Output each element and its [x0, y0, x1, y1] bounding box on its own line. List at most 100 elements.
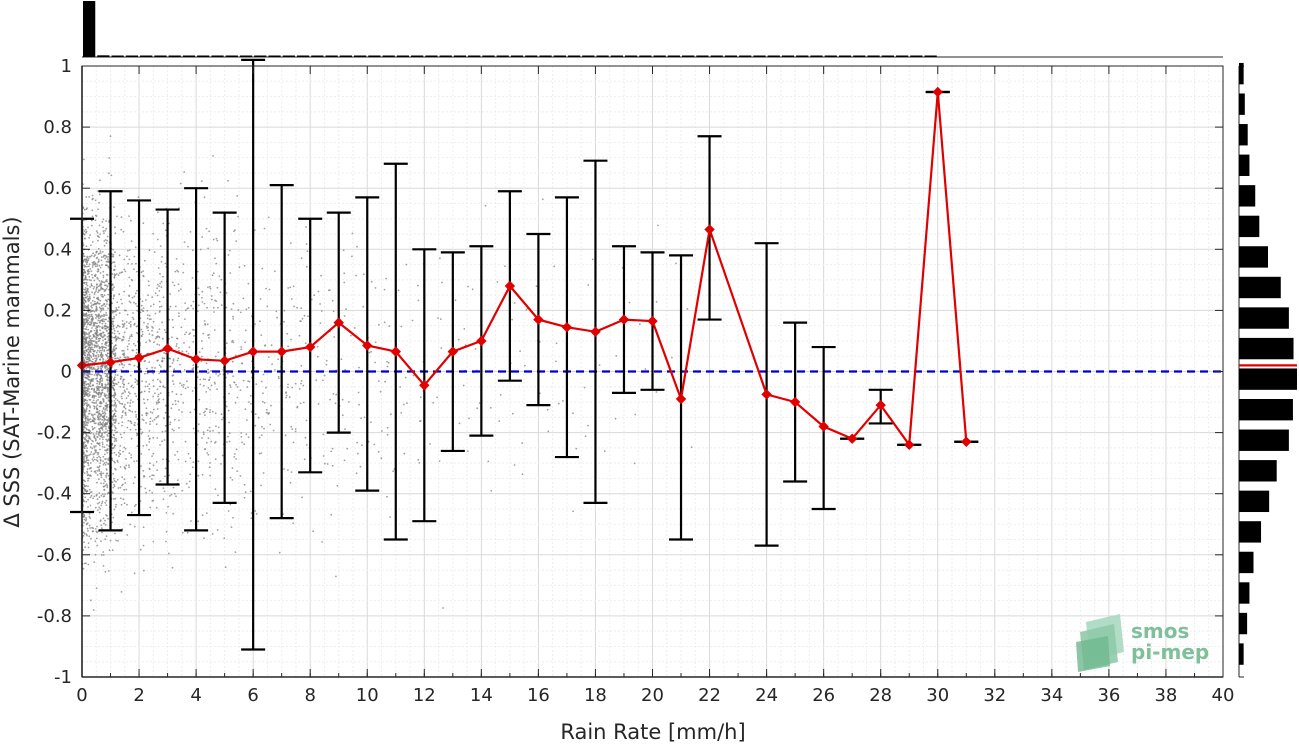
scatter-point — [88, 393, 90, 395]
right-hist-bar — [1239, 521, 1262, 543]
scatter-point — [136, 270, 138, 273]
scatter-point — [187, 352, 190, 355]
scatter-point — [105, 303, 108, 305]
scatter-point — [104, 570, 107, 573]
scatter-point — [119, 356, 122, 359]
scatter-point — [220, 278, 223, 281]
mean-marker — [390, 346, 401, 357]
scatter-point — [101, 391, 104, 394]
scatter-point — [158, 336, 161, 338]
scatter-point — [93, 310, 96, 313]
scatter-point — [85, 434, 88, 437]
scatter-point — [115, 326, 118, 329]
scatter-point — [201, 437, 203, 439]
scatter-point — [261, 426, 263, 428]
x-tick-label: 8 — [304, 685, 315, 706]
scatter-point — [114, 438, 117, 441]
scatter-point — [95, 391, 98, 394]
scatter-point — [176, 359, 179, 362]
scatter-point — [89, 234, 91, 237]
scatter-point — [101, 322, 104, 325]
scatter-point — [83, 451, 85, 454]
scatter-point — [155, 461, 158, 463]
scatter-point — [220, 413, 223, 416]
scatter-point — [228, 249, 231, 252]
scatter-point — [177, 283, 180, 286]
scatter-point — [313, 294, 316, 297]
scatter-point — [134, 476, 136, 479]
scatter-point — [83, 268, 86, 271]
scatter-point — [87, 343, 90, 346]
scatter-point — [119, 402, 121, 405]
scatter-point — [84, 546, 86, 549]
scatter-point — [177, 357, 180, 360]
scatter-point — [114, 532, 116, 535]
scatter-point — [97, 393, 100, 395]
scatter-point — [89, 517, 91, 519]
scatter-point — [157, 401, 160, 404]
x-tick-label: 20 — [641, 685, 664, 706]
scatter-point — [315, 379, 318, 382]
scatter-point — [86, 307, 89, 309]
scatter-point — [118, 325, 121, 328]
scatter-point — [276, 316, 278, 319]
scatter-point — [99, 325, 101, 328]
scatter-point — [162, 398, 165, 401]
scatter-point — [120, 216, 123, 219]
scatter-point — [107, 448, 109, 450]
scatter-point — [149, 417, 152, 420]
scatter-point — [183, 171, 186, 173]
scatter-point — [103, 436, 105, 438]
mean-marker — [647, 315, 658, 327]
scatter-point — [219, 373, 221, 376]
scatter-point — [169, 293, 172, 295]
scatter-point — [303, 314, 306, 317]
scatter-point — [99, 421, 102, 423]
mean-marker — [219, 355, 230, 367]
scatter-point — [105, 483, 108, 486]
scatter-point — [93, 279, 96, 282]
scatter-point — [84, 346, 87, 349]
scatter-point — [209, 376, 212, 379]
scatter-point — [235, 240, 238, 243]
scatter-point — [113, 414, 115, 416]
scatter-point — [90, 537, 92, 540]
scatter-point — [162, 498, 165, 501]
scatter-point — [436, 396, 438, 399]
scatter-point — [95, 354, 97, 357]
scatter-point — [94, 528, 97, 530]
scatter-point — [95, 334, 98, 336]
scatter-point — [83, 372, 86, 375]
scatter-point — [95, 325, 98, 327]
scatter-point — [93, 391, 96, 393]
scatter-point — [87, 546, 90, 549]
scatter-point — [147, 280, 150, 283]
scatter-point — [203, 411, 205, 414]
scatter-point — [85, 293, 88, 295]
scatter-point — [123, 290, 125, 293]
scatter-point — [298, 388, 301, 390]
scatter-point — [158, 364, 161, 367]
scatter-point — [92, 416, 94, 418]
scatter-point — [133, 364, 136, 367]
scatter-point — [262, 472, 265, 474]
scatter-point — [98, 193, 101, 196]
scatter-point — [93, 445, 96, 448]
top-hist-bar — [753, 55, 766, 57]
scatter-point — [85, 245, 88, 248]
scatter-point — [228, 432, 231, 435]
scatter-point — [204, 414, 206, 417]
scatter-point — [417, 299, 420, 302]
scatter-point — [504, 265, 506, 267]
scatter-point — [200, 340, 203, 342]
scatter-point — [113, 436, 116, 439]
scatter-point — [106, 235, 109, 238]
scatter-point — [124, 407, 127, 410]
mean-marker — [504, 280, 516, 292]
scatter-point — [214, 412, 217, 415]
scatter-point — [123, 364, 126, 366]
scatter-point — [93, 335, 96, 337]
scatter-point — [198, 293, 201, 296]
scatter-point — [332, 310, 335, 313]
scatter-point — [135, 348, 138, 351]
